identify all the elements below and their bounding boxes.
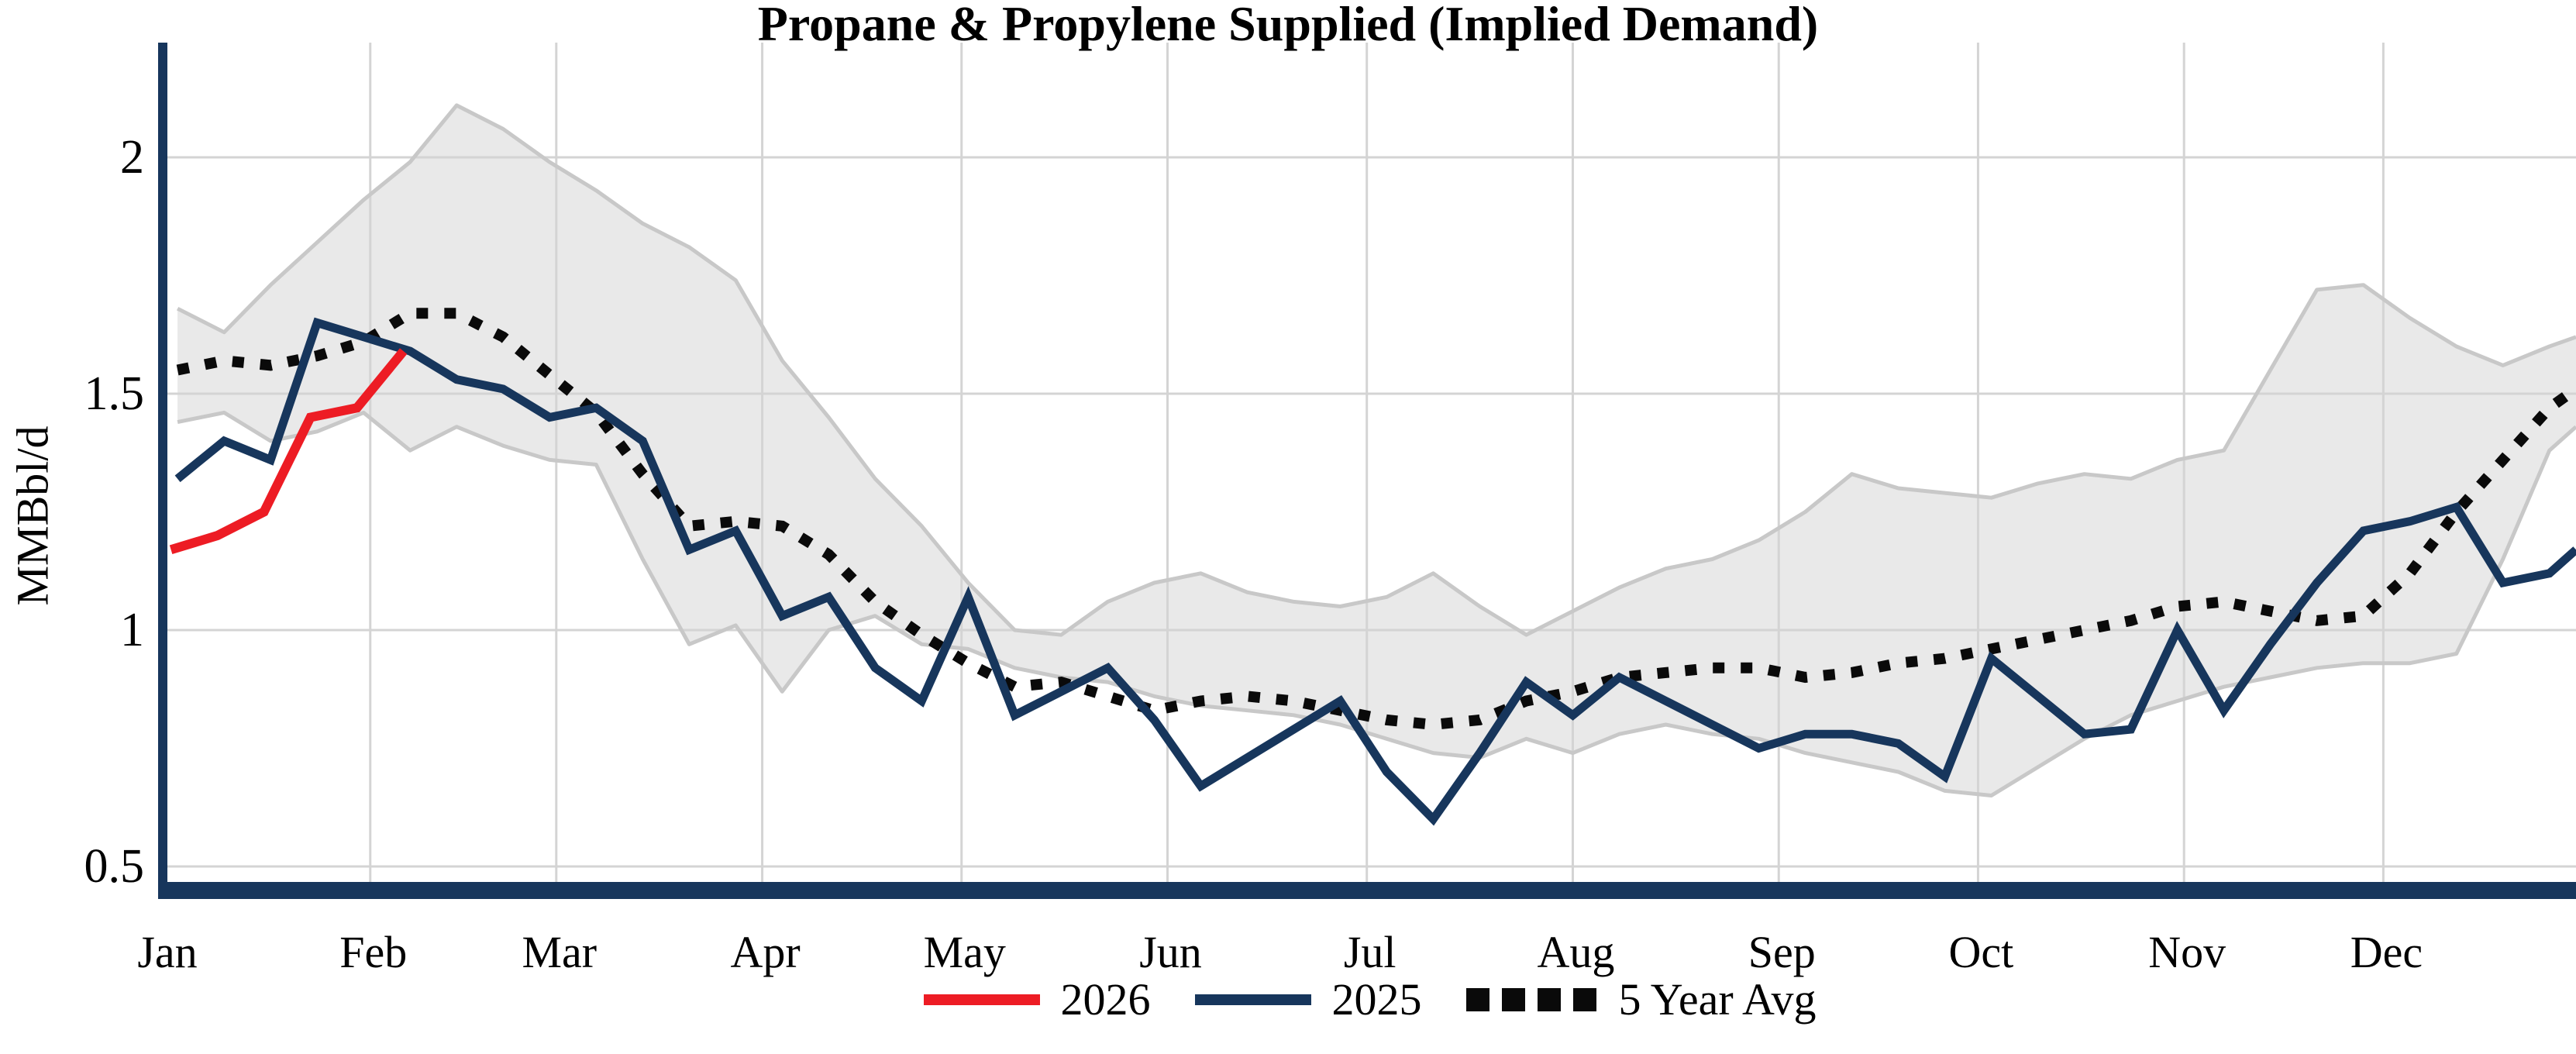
legend: 2026 2025 5 Year Avg [164,973,2576,1025]
y-tick-label-2: 2 [120,131,144,184]
y-tick-label-0.5: 0.5 [84,840,145,893]
x-tick-label-Feb: Feb [339,927,407,977]
x-tick-label-Mar: Mar [522,927,597,977]
legend-swatch-5yr-avg [1466,987,1599,1011]
x-tick-label-Oct: Oct [1949,927,2014,977]
x-tick-label-Jun: Jun [1139,927,1202,977]
y-tick-label-1: 1 [120,604,144,656]
x-tick-label-Dec: Dec [2350,927,2423,977]
x-tick-label-May: May [924,927,1006,977]
x-tick-label-Aug: Aug [1538,927,1615,977]
legend-swatch-2025 [1195,994,1312,1005]
line-2026 [169,348,408,555]
x-tick-label-Jul: Jul [1344,927,1396,977]
line-2025 [174,317,2576,826]
x-tick-label-Nov: Nov [2148,927,2226,977]
five-year-range-band [177,105,2576,796]
y-axis-spine [158,43,167,899]
y-tick-label-1.5: 1.5 [84,367,145,420]
legend-swatch-2026 [924,994,1041,1005]
chart-title: Propane & Propylene Supplied (Implied De… [757,0,1819,51]
legend-item-5yr-avg: 5 Year Avg [1466,973,1817,1025]
legend-label-2026: 2026 [1060,974,1151,1025]
legend-label-2025: 2025 [1331,974,1422,1025]
x-tick-label-Apr: Apr [730,927,800,977]
x-tick-label-Sep: Sep [1748,927,1816,977]
band-bottom-edge [177,410,2576,797]
legend-item-2026: 2026 [924,973,1150,1025]
legend-item-2025: 2025 [1195,973,1421,1025]
band-top-edge [176,103,2576,637]
line-5-year-avg [176,308,2576,731]
x-axis-spine [158,882,2576,899]
x-tick-label-Jan: Jan [137,927,197,977]
legend-label-5yr-avg: 5 Year Avg [1618,974,1817,1025]
